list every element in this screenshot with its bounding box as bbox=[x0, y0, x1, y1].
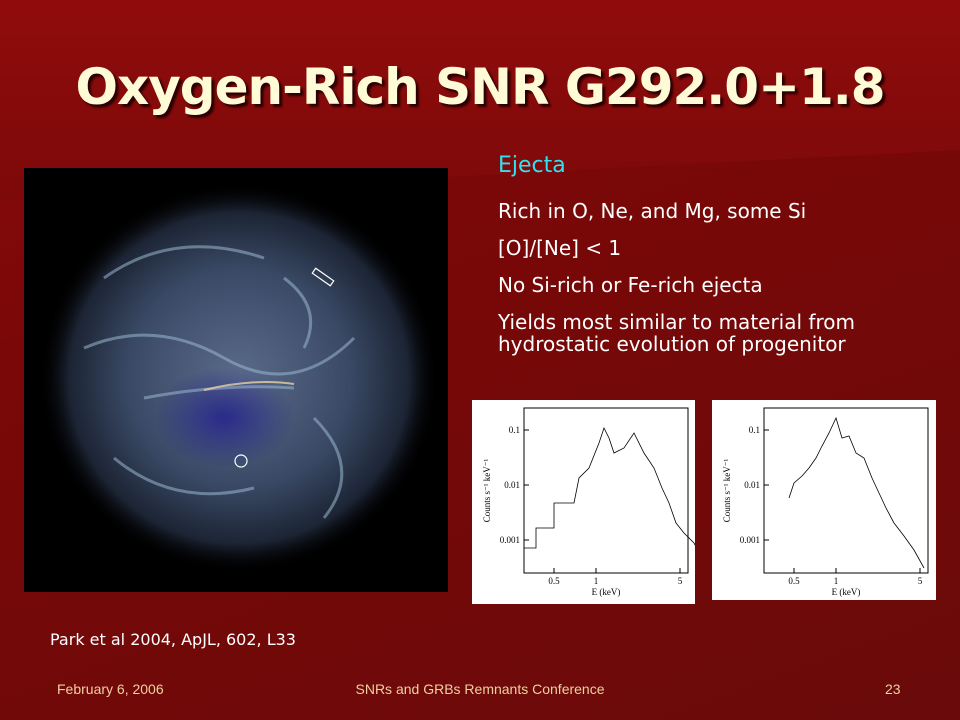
footer-conference: SNRs and GRBs Remnants Conference bbox=[355, 681, 605, 697]
spectrum-curve bbox=[524, 426, 711, 574]
y-tick-label: 0.1 bbox=[509, 425, 520, 435]
slide-title: Oxygen-Rich SNR G292.0+1.8 bbox=[75, 58, 885, 116]
x-axis-label: E (keV) bbox=[832, 587, 861, 597]
bullet: Rich in O, Ne, and Mg, some Si bbox=[498, 199, 807, 223]
y-tick-label: 0.01 bbox=[744, 480, 760, 490]
x-tick-label: 0.5 bbox=[788, 576, 800, 586]
bullet: [O]/[Ne] < 1 bbox=[498, 236, 622, 260]
bullet: No Si-rich or Fe-rich ejecta bbox=[498, 273, 763, 297]
y-axis-label: Counts s⁻¹ keV⁻¹ bbox=[722, 459, 732, 523]
y-tick-label: 0.001 bbox=[740, 535, 760, 545]
footer-date: February 6, 2006 bbox=[57, 681, 164, 697]
x-axis-label: E (keV) bbox=[592, 587, 621, 597]
y-axis-label: Counts s⁻¹ keV⁻¹ bbox=[482, 459, 492, 523]
spectrum-panel: 0.1 0.01 0.001 0.5 1 5 E (keV) Counts s⁻¹ keV⁻¹ bbox=[472, 400, 711, 604]
y-tick-label: 0.1 bbox=[749, 425, 760, 435]
citation: Park et al 2004, ApJL, 602, L33 bbox=[50, 630, 296, 649]
x-tick-label: 0.5 bbox=[548, 576, 560, 586]
x-tick-label: 5 bbox=[678, 576, 683, 586]
spectrum-plot: 0.1 0.01 0.001 0.5 1 5 E (keV) Counts s⁻¹ keV⁻¹ bbox=[482, 407, 711, 597]
section-heading: Ejecta bbox=[498, 153, 566, 178]
plot-frame bbox=[763, 407, 929, 574]
x-tick-label: 1 bbox=[834, 576, 839, 586]
spectrum-curve bbox=[788, 416, 925, 569]
nebula-image bbox=[24, 168, 448, 592]
bullet: Yields most similar to material from hyd… bbox=[498, 310, 855, 356]
x-tick-label: 5 bbox=[918, 576, 923, 586]
footer-page: 23 bbox=[885, 681, 901, 697]
plot-frame bbox=[523, 407, 689, 574]
spectrum-plot: 0.1 0.01 0.001 0.5 1 5 E (keV) Counts s⁻¹ keV⁻¹ bbox=[722, 407, 929, 597]
spectrum-panel: 0.1 0.01 0.001 0.5 1 5 E (keV) Counts s⁻¹ keV⁻¹ bbox=[712, 400, 936, 600]
x-tick-label: 1 bbox=[594, 576, 599, 586]
y-tick-label: 0.01 bbox=[504, 480, 520, 490]
y-tick-label: 0.001 bbox=[500, 535, 520, 545]
